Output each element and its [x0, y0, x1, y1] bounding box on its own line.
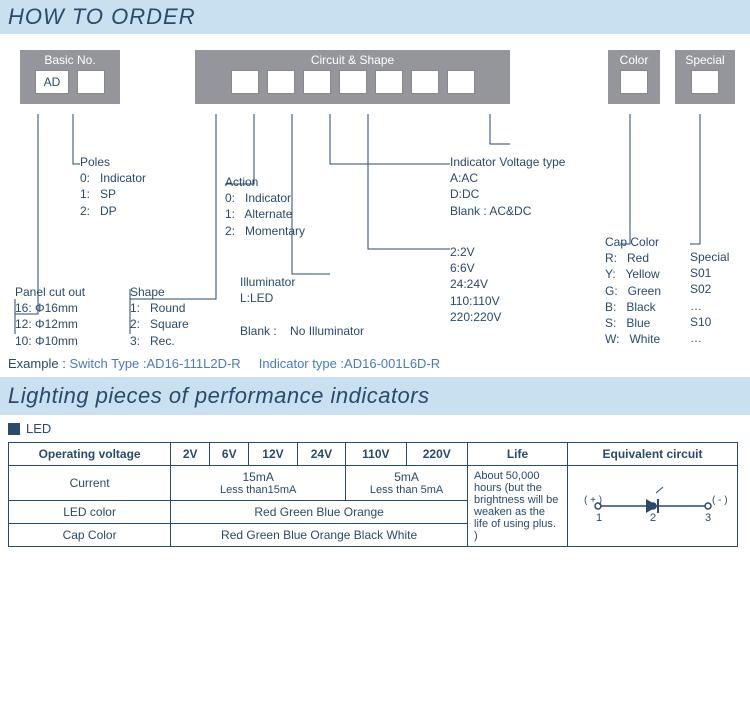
cell-basic-fixed: AD: [35, 70, 69, 94]
svg-text:( - ): ( - ): [712, 495, 728, 506]
table-row: Operating voltage 2V 6V 12V 24V 110V 220…: [9, 443, 738, 466]
svg-text:( + ): ( + ): [584, 495, 602, 506]
cell-extra: [447, 70, 475, 94]
equivalent-circuit-icon: ( + ) ( - ) 1 2 3: [578, 481, 728, 531]
order-diagram: Basic No. AD Circuit & Shape Color Speci…: [0, 34, 750, 354]
th-v: 6V: [210, 443, 249, 466]
th-v: 110V: [346, 443, 406, 466]
block-circuit: Circuit & Shape: [195, 50, 510, 104]
block-color-label: Color: [608, 50, 660, 70]
th-eq: Equivalent circuit: [568, 443, 738, 466]
cell-volttype: [411, 70, 439, 94]
desc-panel: Panel cut out 16: Φ16mm 12: Φ12mm 10: Φ1…: [15, 284, 85, 349]
td-ledcolor-val: Red Green Blue Orange: [171, 501, 468, 524]
svg-text:2: 2: [650, 512, 656, 524]
td-ledcolor-label: LED color: [9, 501, 171, 524]
led-heading: LED: [0, 415, 750, 442]
td-current-b: 5mALess than 5mA: [346, 466, 468, 501]
cell-shape: [231, 70, 259, 94]
square-icon: [8, 423, 20, 435]
table-row: Current 15mALess than15mA 5mALess than 5…: [9, 466, 738, 501]
th-v: 12V: [249, 443, 297, 466]
desc-action: Action 0: Indicator 1: Alternate 2: Mome…: [225, 174, 305, 239]
block-basic: Basic No. AD: [20, 50, 120, 104]
desc-poles: Poles 0: Indicator 1: SP 2: DP: [80, 154, 146, 219]
th-ov: Operating voltage: [9, 443, 171, 466]
example-line: Example : Switch Type :AD16-111L2D-R Ind…: [0, 354, 750, 373]
th-v: 24V: [297, 443, 345, 466]
td-life: About 50,000 hours (but the brightness w…: [468, 466, 568, 547]
block-special: Special: [675, 50, 735, 104]
th-life: Life: [468, 443, 568, 466]
th-v: 220V: [406, 443, 467, 466]
block-circuit-label: Circuit & Shape: [195, 50, 510, 70]
desc-special: Special S01 S02 … S10 …: [690, 249, 729, 346]
desc-shape: Shape 1: Round 2: Square 3: Rec.: [130, 284, 189, 349]
th-v: 2V: [171, 443, 210, 466]
cell-action: [303, 70, 331, 94]
desc-illum: Illuminator L:LED Blank : No Illuminator: [240, 274, 364, 339]
desc-volts: 2:2V 6:6V 24:24V 110:110V 220:220V: [450, 244, 501, 325]
page-title: HOW TO ORDER: [0, 0, 750, 34]
performance-table: Operating voltage 2V 6V 12V 24V 110V 220…: [8, 442, 738, 547]
cell-volt: [375, 70, 403, 94]
block-special-label: Special: [675, 50, 735, 70]
svg-text:1: 1: [596, 512, 602, 524]
td-current-label: Current: [9, 466, 171, 501]
td-current-a: 15mALess than15mA: [171, 466, 346, 501]
td-capcolor-val: Red Green Blue Orange Black White: [171, 524, 468, 547]
cell-special: [691, 70, 719, 94]
block-basic-label: Basic No.: [20, 50, 120, 70]
cell-poles: [267, 70, 295, 94]
block-color: Color: [608, 50, 660, 104]
section2-title: Lighting pieces of performance indicator…: [0, 377, 750, 415]
svg-text:3: 3: [705, 512, 711, 524]
cell-panel: [77, 70, 105, 94]
desc-capcolor: Cap Color R: Red Y: Yellow G: Green B: B…: [605, 234, 661, 347]
td-capcolor-label: Cap Color: [9, 524, 171, 547]
desc-volttype: Indicator Voltage type A:AC D:DC Blank :…: [450, 154, 565, 219]
cell-illum: [339, 70, 367, 94]
cell-color: [620, 70, 648, 94]
td-circuit: ( + ) ( - ) 1 2 3: [568, 466, 738, 547]
